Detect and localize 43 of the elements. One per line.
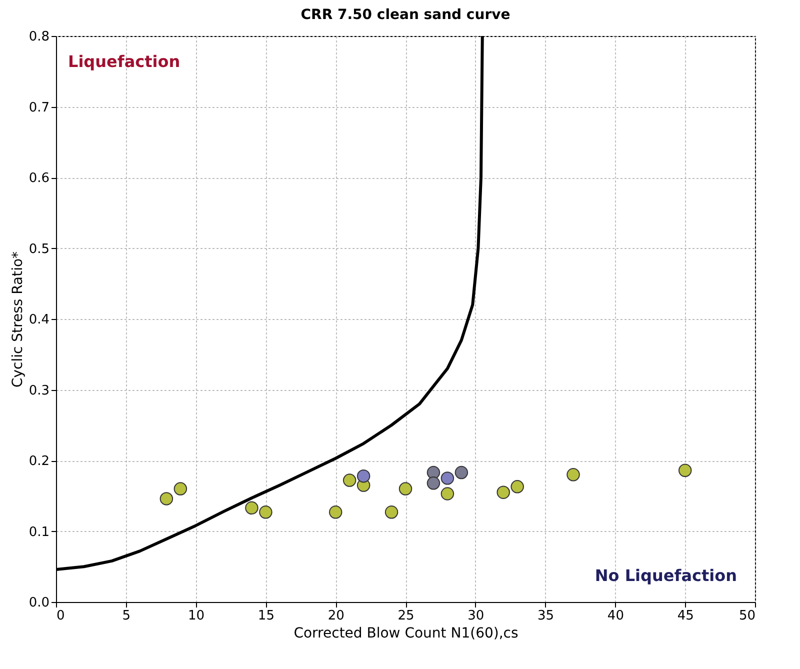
- annotation: Liquefaction: [68, 52, 180, 71]
- annotation: No Liquefaction: [594, 566, 737, 585]
- x-tick-label: 25: [398, 608, 414, 624]
- point: [342, 474, 356, 487]
- chart-title: CRR 7.50 clean sand curve: [300, 7, 510, 23]
- x-tick-label: 40: [607, 608, 624, 624]
- x-tick-label: 30: [468, 608, 484, 624]
- point: [454, 466, 468, 480]
- point: [426, 466, 440, 480]
- x-tick-label: 45: [677, 608, 694, 624]
- x-tick-label: 15: [258, 608, 274, 624]
- point: [398, 482, 412, 496]
- x-tick-label: 20: [328, 608, 344, 624]
- x-tick-label: 10: [188, 608, 205, 624]
- point: [328, 506, 342, 519]
- y-tick-label: 0.1: [28, 524, 50, 540]
- y-tick-label: 0.7: [28, 100, 50, 116]
- x-tick-label: 35: [538, 608, 554, 624]
- y-tick-label: 0.0: [28, 596, 50, 610]
- x-axis-title: Corrected Blow Count N1(60),cs: [294, 626, 518, 642]
- y-axis-title: Cyclic Stress Ratio*: [10, 251, 26, 388]
- point: [259, 506, 272, 519]
- point: [510, 480, 524, 494]
- point: [678, 464, 692, 478]
- point: [496, 486, 510, 499]
- x-tick-label: 50: [738, 608, 756, 624]
- y-tick-label: 0.8: [28, 30, 50, 44]
- point: [245, 501, 258, 515]
- y-tick-label: 0.3: [28, 383, 50, 398]
- point: [426, 476, 440, 490]
- y-tick-label: 0.6: [28, 171, 50, 186]
- point: [174, 482, 188, 496]
- point: [160, 492, 174, 506]
- point: [384, 506, 398, 519]
- y-tick-label: 0.2: [28, 454, 50, 469]
- y-tick-label: 0.4: [28, 312, 50, 328]
- point: [566, 468, 580, 482]
- x-tick-label: 0: [56, 608, 65, 624]
- x-tick-label: 5: [122, 608, 131, 624]
- point: [440, 487, 454, 500]
- point: [356, 469, 370, 483]
- point: [440, 472, 454, 485]
- y-tick-label: 0.5: [28, 242, 50, 257]
